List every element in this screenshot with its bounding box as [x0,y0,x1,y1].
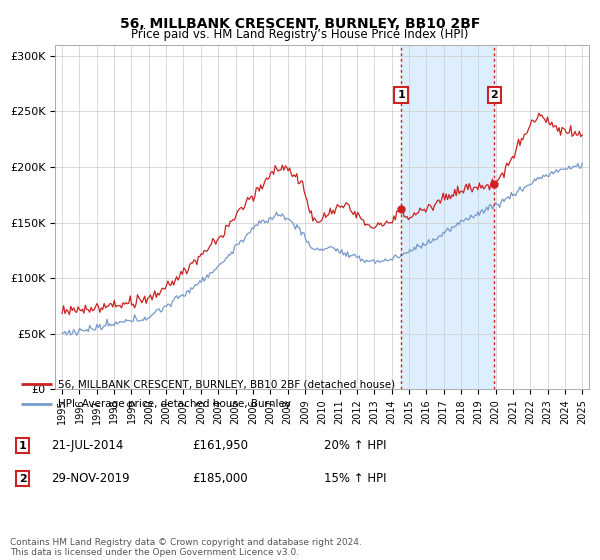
Text: 2: 2 [490,90,498,100]
Text: Contains HM Land Registry data © Crown copyright and database right 2024.
This d: Contains HM Land Registry data © Crown c… [10,538,362,557]
Text: 1: 1 [19,441,26,451]
Text: £161,950: £161,950 [192,439,248,452]
Text: 20% ↑ HPI: 20% ↑ HPI [324,439,386,452]
Bar [401,45,494,389]
Text: 56, MILLBANK CRESCENT, BURNLEY, BB10 2BF: 56, MILLBANK CRESCENT, BURNLEY, BB10 2BF [120,17,480,31]
Text: £185,000: £185,000 [192,472,248,486]
Text: 21-JUL-2014: 21-JUL-2014 [51,439,124,452]
Text: HPI: Average price, detached house, Burnley: HPI: Average price, detached house, Burn… [58,399,290,409]
Text: 15% ↑ HPI: 15% ↑ HPI [324,472,386,486]
Text: 2: 2 [19,474,26,484]
Text: 29-NOV-2019: 29-NOV-2019 [51,472,130,486]
Text: 56, MILLBANK CRESCENT, BURNLEY, BB10 2BF (detached house): 56, MILLBANK CRESCENT, BURNLEY, BB10 2BF… [58,379,395,389]
Text: Price paid vs. HM Land Registry’s House Price Index (HPI): Price paid vs. HM Land Registry’s House … [131,28,469,41]
Text: 1: 1 [397,90,405,100]
